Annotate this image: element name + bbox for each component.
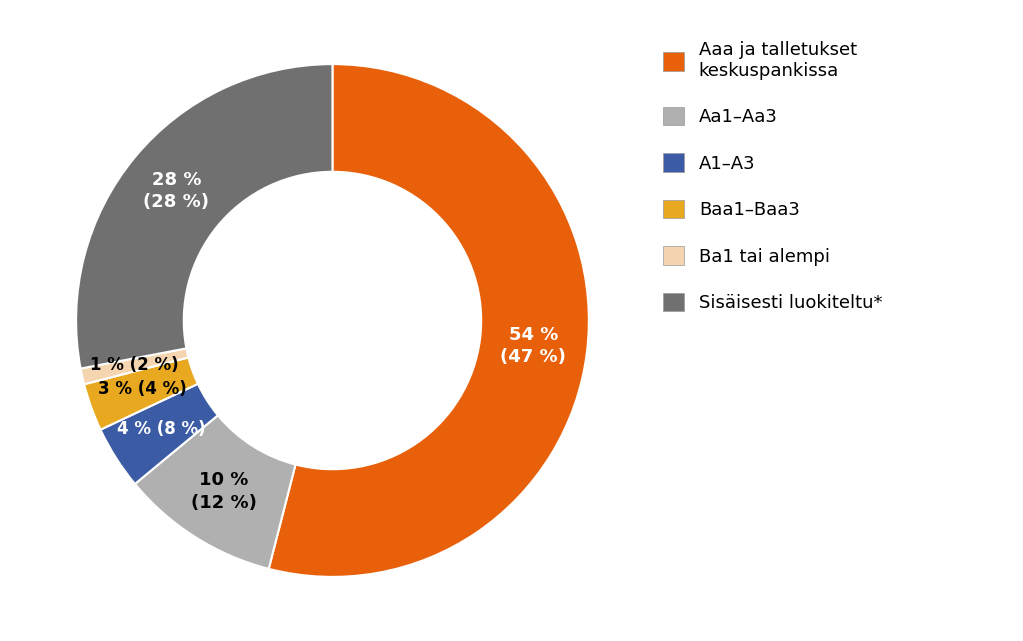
Wedge shape [269,64,589,577]
Text: 1 % (2 %): 1 % (2 %) [90,356,179,374]
Wedge shape [84,358,197,429]
Text: 10 %
(12 %): 10 % (12 %) [191,471,257,512]
Wedge shape [76,64,332,369]
Text: 3 % (4 %): 3 % (4 %) [97,380,186,398]
Wedge shape [81,348,188,384]
Text: 28 %
(28 %): 28 % (28 %) [143,171,210,212]
Text: 54 %
(47 %): 54 % (47 %) [500,326,567,366]
Legend: Aaa ja talletukset
keskuspankissa, Aa1–Aa3, A1–A3, Baa1–Baa3, Ba1 tai alempi, Si: Aaa ja talletukset keskuspankissa, Aa1–A… [663,41,882,312]
Text: 4 % (8 %): 4 % (8 %) [118,420,206,438]
Wedge shape [135,415,296,569]
Wedge shape [100,384,218,484]
